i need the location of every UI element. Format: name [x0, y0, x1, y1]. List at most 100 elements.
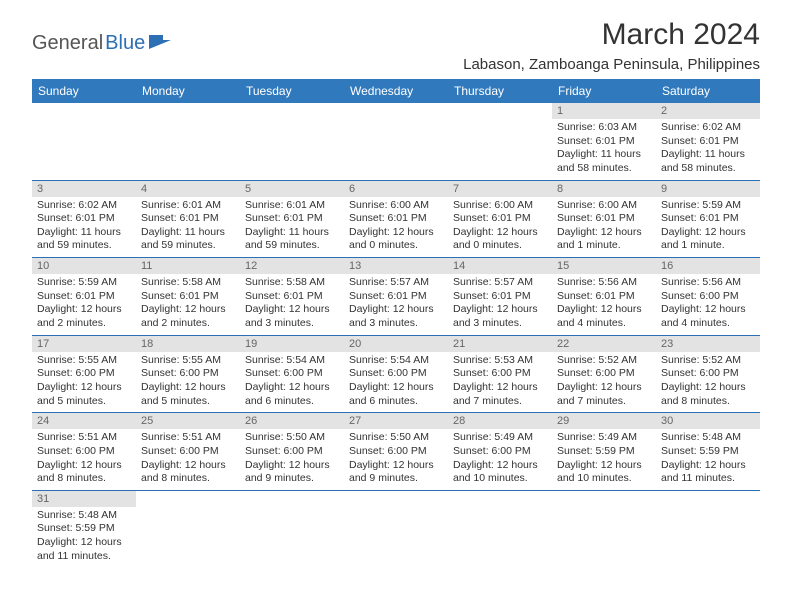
calendar-day-cell: 10Sunrise: 5:59 AMSunset: 6:01 PMDayligh…: [32, 258, 136, 336]
calendar-day-cell: 31Sunrise: 5:48 AMSunset: 5:59 PMDayligh…: [32, 490, 136, 567]
daylight-text: Daylight: 12 hours and 8 minutes.: [661, 381, 755, 408]
daylight-text: Daylight: 11 hours and 59 minutes.: [37, 226, 131, 253]
day-number: 19: [240, 336, 344, 352]
sunrise-text: Sunrise: 5:53 AM: [453, 354, 547, 368]
sunrise-text: Sunrise: 5:56 AM: [661, 276, 755, 290]
sunset-text: Sunset: 5:59 PM: [661, 445, 755, 459]
calendar-day-cell: 16Sunrise: 5:56 AMSunset: 6:00 PMDayligh…: [656, 258, 760, 336]
calendar-day-cell: 8Sunrise: 6:00 AMSunset: 6:01 PMDaylight…: [552, 180, 656, 258]
calendar-day-cell: 12Sunrise: 5:58 AMSunset: 6:01 PMDayligh…: [240, 258, 344, 336]
sunset-text: Sunset: 6:00 PM: [141, 367, 235, 381]
sunset-text: Sunset: 6:00 PM: [453, 367, 547, 381]
sunrise-text: Sunrise: 5:51 AM: [37, 431, 131, 445]
calendar-day-cell: 9Sunrise: 5:59 AMSunset: 6:01 PMDaylight…: [656, 180, 760, 258]
calendar-day-cell: 24Sunrise: 5:51 AMSunset: 6:00 PMDayligh…: [32, 413, 136, 491]
sunset-text: Sunset: 6:01 PM: [557, 135, 651, 149]
day-data: Sunrise: 6:02 AMSunset: 6:01 PMDaylight:…: [656, 119, 760, 180]
daylight-text: Daylight: 12 hours and 6 minutes.: [349, 381, 443, 408]
day-number: 10: [32, 258, 136, 274]
daylight-text: Daylight: 11 hours and 58 minutes.: [661, 148, 755, 175]
sunrise-text: Sunrise: 6:02 AM: [37, 199, 131, 213]
sunrise-text: Sunrise: 5:59 AM: [37, 276, 131, 290]
sunset-text: Sunset: 6:01 PM: [37, 212, 131, 226]
calendar-day-cell: 20Sunrise: 5:54 AMSunset: 6:00 PMDayligh…: [344, 335, 448, 413]
day-number: 24: [32, 413, 136, 429]
day-number: 25: [136, 413, 240, 429]
sunset-text: Sunset: 6:00 PM: [245, 445, 339, 459]
sunset-text: Sunset: 5:59 PM: [557, 445, 651, 459]
daylight-text: Daylight: 12 hours and 7 minutes.: [453, 381, 547, 408]
sunrise-text: Sunrise: 6:03 AM: [557, 121, 651, 135]
day-number: 1: [552, 103, 656, 119]
calendar-day-cell: 15Sunrise: 5:56 AMSunset: 6:01 PMDayligh…: [552, 258, 656, 336]
daylight-text: Daylight: 12 hours and 1 minute.: [557, 226, 651, 253]
calendar-day-cell: 22Sunrise: 5:52 AMSunset: 6:00 PMDayligh…: [552, 335, 656, 413]
sunrise-text: Sunrise: 5:49 AM: [453, 431, 547, 445]
day-number: 30: [656, 413, 760, 429]
sunset-text: Sunset: 6:00 PM: [37, 367, 131, 381]
day-data: Sunrise: 5:56 AMSunset: 6:01 PMDaylight:…: [552, 274, 656, 335]
calendar-day-cell: 2Sunrise: 6:02 AMSunset: 6:01 PMDaylight…: [656, 103, 760, 180]
day-number: 5: [240, 181, 344, 197]
daylight-text: Daylight: 12 hours and 4 minutes.: [661, 303, 755, 330]
day-number: 18: [136, 336, 240, 352]
sunrise-text: Sunrise: 6:01 AM: [141, 199, 235, 213]
logo: General Blue: [32, 18, 171, 55]
calendar-day-cell: 25Sunrise: 5:51 AMSunset: 6:00 PMDayligh…: [136, 413, 240, 491]
sunrise-text: Sunrise: 5:54 AM: [245, 354, 339, 368]
daylight-text: Daylight: 12 hours and 9 minutes.: [349, 459, 443, 486]
weekday-header: Friday: [552, 79, 656, 103]
day-number: 11: [136, 258, 240, 274]
calendar-day-cell: 1Sunrise: 6:03 AMSunset: 6:01 PMDaylight…: [552, 103, 656, 180]
header: General Blue March 2024 Labason, Zamboan…: [32, 18, 760, 73]
day-data: Sunrise: 6:00 AMSunset: 6:01 PMDaylight:…: [552, 197, 656, 258]
calendar-day-cell: [448, 490, 552, 567]
day-number: 7: [448, 181, 552, 197]
calendar-week-row: 10Sunrise: 5:59 AMSunset: 6:01 PMDayligh…: [32, 258, 760, 336]
calendar-day-cell: 26Sunrise: 5:50 AMSunset: 6:00 PMDayligh…: [240, 413, 344, 491]
sunset-text: Sunset: 6:00 PM: [661, 290, 755, 304]
sunset-text: Sunset: 6:00 PM: [141, 445, 235, 459]
sunset-text: Sunset: 6:01 PM: [245, 212, 339, 226]
day-data: Sunrise: 5:49 AMSunset: 6:00 PMDaylight:…: [448, 429, 552, 490]
daylight-text: Daylight: 12 hours and 3 minutes.: [349, 303, 443, 330]
calendar-day-cell: [136, 103, 240, 180]
day-data: Sunrise: 5:51 AMSunset: 6:00 PMDaylight:…: [136, 429, 240, 490]
daylight-text: Daylight: 12 hours and 2 minutes.: [37, 303, 131, 330]
calendar-week-row: 17Sunrise: 5:55 AMSunset: 6:00 PMDayligh…: [32, 335, 760, 413]
day-data: Sunrise: 5:56 AMSunset: 6:00 PMDaylight:…: [656, 274, 760, 335]
month-title: March 2024: [463, 18, 760, 52]
sunrise-text: Sunrise: 5:50 AM: [349, 431, 443, 445]
sunset-text: Sunset: 6:00 PM: [661, 367, 755, 381]
sunset-text: Sunset: 5:59 PM: [37, 522, 131, 536]
day-number: 15: [552, 258, 656, 274]
day-number: 26: [240, 413, 344, 429]
calendar-day-cell: [448, 103, 552, 180]
daylight-text: Daylight: 11 hours and 58 minutes.: [557, 148, 651, 175]
day-data: Sunrise: 5:52 AMSunset: 6:00 PMDaylight:…: [552, 352, 656, 413]
day-data: Sunrise: 5:59 AMSunset: 6:01 PMDaylight:…: [32, 274, 136, 335]
title-block: March 2024 Labason, Zamboanga Peninsula,…: [463, 18, 760, 73]
sunrise-text: Sunrise: 5:57 AM: [349, 276, 443, 290]
calendar-day-cell: 3Sunrise: 6:02 AMSunset: 6:01 PMDaylight…: [32, 180, 136, 258]
day-data: Sunrise: 5:58 AMSunset: 6:01 PMDaylight:…: [240, 274, 344, 335]
day-data: Sunrise: 5:48 AMSunset: 5:59 PMDaylight:…: [32, 507, 136, 568]
daylight-text: Daylight: 11 hours and 59 minutes.: [141, 226, 235, 253]
day-data: Sunrise: 5:59 AMSunset: 6:01 PMDaylight:…: [656, 197, 760, 258]
sunrise-text: Sunrise: 6:02 AM: [661, 121, 755, 135]
day-data: Sunrise: 6:00 AMSunset: 6:01 PMDaylight:…: [344, 197, 448, 258]
sunset-text: Sunset: 6:00 PM: [349, 445, 443, 459]
day-data: Sunrise: 5:55 AMSunset: 6:00 PMDaylight:…: [136, 352, 240, 413]
day-number: 22: [552, 336, 656, 352]
calendar-day-cell: [344, 490, 448, 567]
calendar-day-cell: 27Sunrise: 5:50 AMSunset: 6:00 PMDayligh…: [344, 413, 448, 491]
sunset-text: Sunset: 6:01 PM: [141, 212, 235, 226]
calendar-day-cell: [240, 490, 344, 567]
sunset-text: Sunset: 6:01 PM: [453, 290, 547, 304]
sunset-text: Sunset: 6:01 PM: [557, 212, 651, 226]
daylight-text: Daylight: 12 hours and 0 minutes.: [453, 226, 547, 253]
day-data: Sunrise: 6:03 AMSunset: 6:01 PMDaylight:…: [552, 119, 656, 180]
sunrise-text: Sunrise: 6:00 AM: [453, 199, 547, 213]
sunset-text: Sunset: 6:01 PM: [661, 135, 755, 149]
daylight-text: Daylight: 12 hours and 7 minutes.: [557, 381, 651, 408]
